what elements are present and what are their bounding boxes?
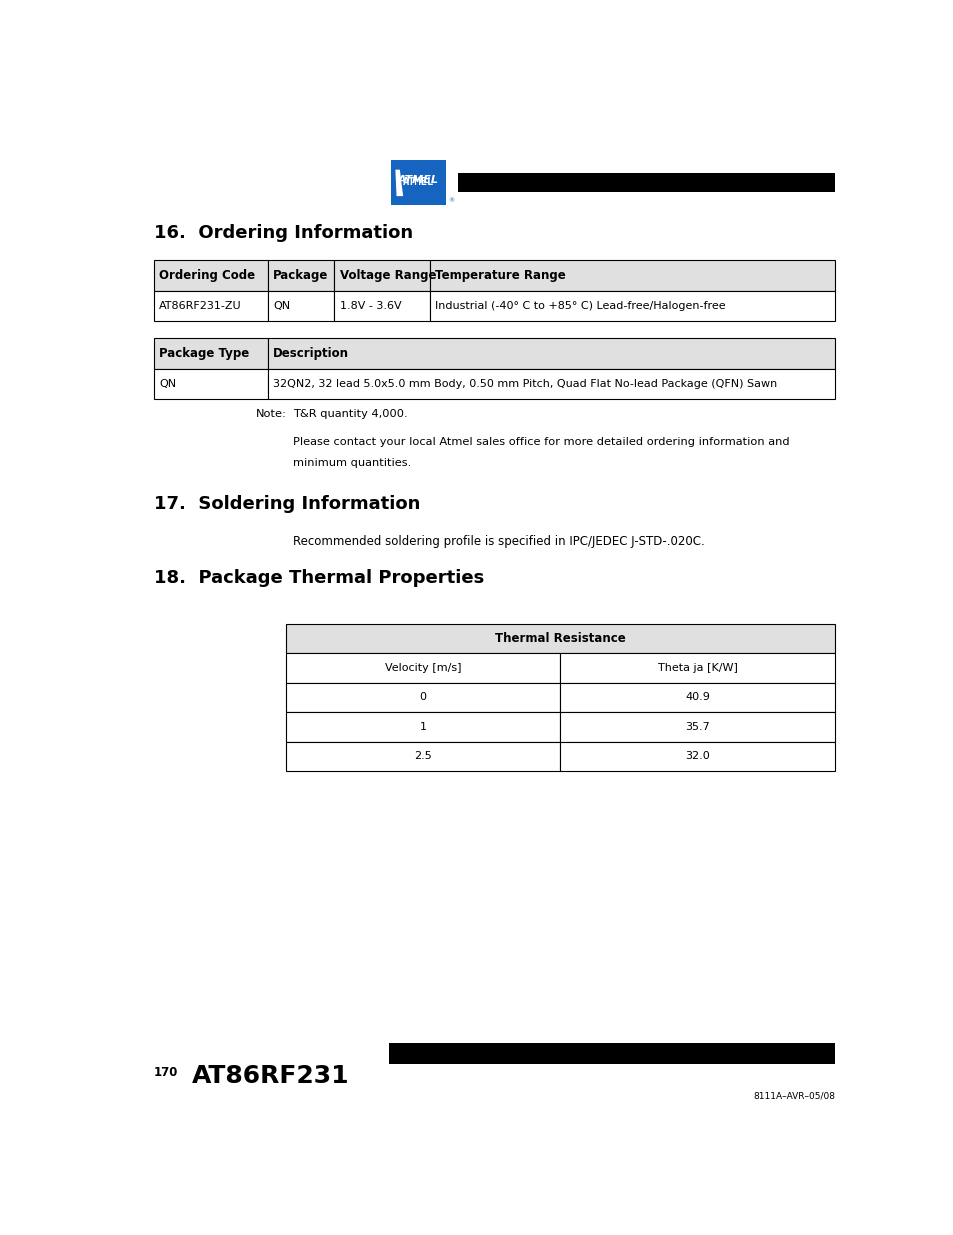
Bar bbox=[334, 291, 430, 321]
Text: Please contact your local Atmel sales office for more detailed ordering informat: Please contact your local Atmel sales of… bbox=[293, 437, 789, 447]
Text: Velocity [m/s]: Velocity [m/s] bbox=[384, 663, 460, 673]
Text: 0: 0 bbox=[419, 693, 426, 703]
Text: 32QN2, 32 lead 5.0x5.0 mm Body, 0.50 mm Pitch, Quad Flat No-lead Package (QFN) S: 32QN2, 32 lead 5.0x5.0 mm Body, 0.50 mm … bbox=[273, 379, 777, 389]
Bar bbox=[430, 261, 834, 291]
Text: AT86RF231-ZU: AT86RF231-ZU bbox=[159, 301, 241, 311]
Bar bbox=[268, 261, 334, 291]
Bar bbox=[285, 624, 834, 653]
Bar bbox=[334, 261, 430, 291]
Bar bbox=[285, 683, 559, 713]
Text: AT86RF231: AT86RF231 bbox=[192, 1065, 349, 1088]
Bar bbox=[285, 713, 559, 741]
Bar bbox=[457, 173, 834, 191]
Text: Description: Description bbox=[273, 347, 349, 361]
Polygon shape bbox=[395, 169, 403, 196]
Text: 32.0: 32.0 bbox=[684, 751, 709, 761]
Text: 1.8V - 3.6V: 1.8V - 3.6V bbox=[339, 301, 401, 311]
Polygon shape bbox=[395, 168, 441, 198]
Bar bbox=[153, 369, 268, 399]
Bar bbox=[285, 653, 559, 683]
Bar bbox=[285, 741, 559, 771]
Text: 8111A–AVR–05/08: 8111A–AVR–05/08 bbox=[752, 1092, 834, 1100]
Text: 17.  Soldering Information: 17. Soldering Information bbox=[153, 495, 420, 514]
Text: Theta ja [K/W]: Theta ja [K/W] bbox=[657, 663, 737, 673]
Text: 18.  Package Thermal Properties: 18. Package Thermal Properties bbox=[153, 568, 484, 587]
Text: ®: ® bbox=[447, 198, 454, 203]
Bar bbox=[153, 291, 268, 321]
Bar bbox=[391, 159, 446, 205]
Bar bbox=[268, 369, 834, 399]
Bar bbox=[559, 741, 834, 771]
Bar bbox=[153, 261, 268, 291]
Text: 1: 1 bbox=[419, 721, 426, 732]
Text: Package Type: Package Type bbox=[159, 347, 249, 361]
Bar bbox=[559, 653, 834, 683]
Bar bbox=[268, 291, 334, 321]
Text: Package: Package bbox=[273, 269, 329, 282]
Text: ATMEL: ATMEL bbox=[402, 178, 434, 188]
Text: Note:: Note: bbox=[255, 409, 287, 419]
Bar bbox=[559, 713, 834, 741]
Bar bbox=[389, 1044, 834, 1065]
Text: QN: QN bbox=[159, 379, 176, 389]
Text: Temperature Range: Temperature Range bbox=[435, 269, 565, 282]
Text: Voltage Range: Voltage Range bbox=[339, 269, 436, 282]
Text: Ordering Code: Ordering Code bbox=[159, 269, 255, 282]
Text: Industrial (-40° C to +85° C) Lead-free/Halogen-free: Industrial (-40° C to +85° C) Lead-free/… bbox=[435, 301, 725, 311]
Text: 2.5: 2.5 bbox=[414, 751, 432, 761]
Text: QN: QN bbox=[273, 301, 290, 311]
Text: ATMEL: ATMEL bbox=[397, 175, 438, 185]
Text: minimum quantities.: minimum quantities. bbox=[293, 458, 411, 468]
Bar bbox=[391, 198, 446, 205]
Bar bbox=[153, 338, 268, 369]
Text: 40.9: 40.9 bbox=[684, 693, 709, 703]
Text: 170: 170 bbox=[153, 1066, 178, 1079]
Bar bbox=[430, 291, 834, 321]
Text: Thermal Resistance: Thermal Resistance bbox=[495, 632, 625, 645]
Text: 16.  Ordering Information: 16. Ordering Information bbox=[153, 225, 413, 242]
Bar bbox=[559, 683, 834, 713]
Text: Recommended soldering profile is specified in IPC/JEDEC J-STD-.020C.: Recommended soldering profile is specifi… bbox=[293, 535, 704, 548]
Text: T&R quantity 4,000.: T&R quantity 4,000. bbox=[293, 409, 407, 419]
Bar bbox=[268, 338, 834, 369]
Text: 35.7: 35.7 bbox=[684, 721, 709, 732]
